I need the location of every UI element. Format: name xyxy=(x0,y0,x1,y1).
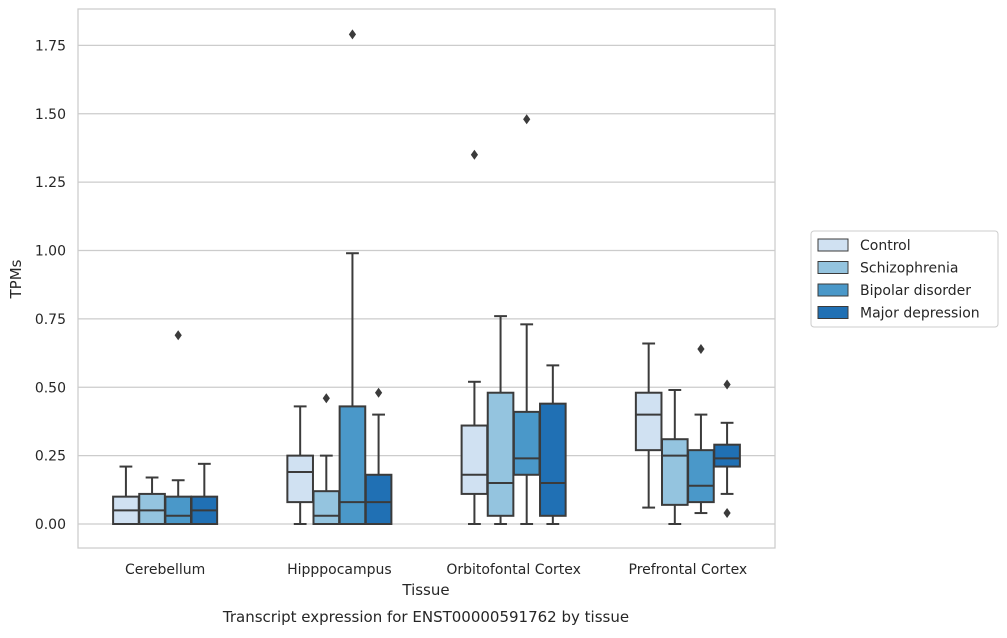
x-tick-label: Prefrontal Cortex xyxy=(629,562,748,578)
box-iqr xyxy=(687,449,715,504)
legend-swatch xyxy=(817,283,849,297)
box-iqr xyxy=(164,495,193,525)
y-tick-label: 1.50 xyxy=(35,107,66,123)
x-tick-label: Hipppocampus xyxy=(287,562,392,578)
outlier-marker xyxy=(174,330,182,341)
box-group xyxy=(112,330,219,526)
y-tick-label: 1.00 xyxy=(35,244,66,260)
plot-frame xyxy=(77,8,776,549)
x-axis-label: Tissue xyxy=(401,581,449,599)
y-tick-label: 1.25 xyxy=(35,175,66,191)
outlier-marker xyxy=(322,393,330,404)
y-axis-label: TPMs xyxy=(7,259,25,299)
box-iqr xyxy=(338,405,367,525)
outlier-marker xyxy=(374,387,383,398)
legend-label: Schizophrenia xyxy=(860,261,958,277)
box-iqr xyxy=(138,492,166,526)
legend-swatch xyxy=(817,238,849,252)
box-group xyxy=(460,114,567,525)
box-iqr xyxy=(660,438,689,506)
box-iqr xyxy=(713,443,741,468)
x-tick-label: Cerebellum xyxy=(125,562,205,578)
y-tick-label: 0.75 xyxy=(35,312,66,328)
box-groups xyxy=(112,29,741,526)
plot-area xyxy=(78,9,775,548)
box-group xyxy=(286,29,393,525)
box-iqr xyxy=(634,391,663,452)
legend-label: Control xyxy=(860,238,911,254)
outlier-marker xyxy=(523,114,531,125)
box-iqr xyxy=(539,402,567,517)
box-iqr xyxy=(286,454,314,504)
y-tick-labels: 0.00 0.25 0.50 0.75 1.00 1.25 1.50 1.75 xyxy=(35,38,66,533)
legend-frame xyxy=(810,230,999,328)
legend-label: Bipolar disorder xyxy=(860,283,971,299)
x-tick-label: Orbitofontal Cortex xyxy=(446,562,581,578)
outlier-marker xyxy=(348,29,357,40)
legend-swatch xyxy=(817,261,849,274)
legend-label: Major depression xyxy=(860,306,980,322)
box-iqr xyxy=(512,410,541,476)
outlier-marker xyxy=(697,343,705,354)
box-iqr xyxy=(312,490,341,525)
y-tick-label: 0.00 xyxy=(35,517,66,533)
box-iqr xyxy=(364,473,393,525)
outlier-marker xyxy=(723,508,731,519)
legend: Control Schizophrenia Bipolar disorder Majo… xyxy=(810,230,999,328)
y-tick-label: 0.25 xyxy=(35,449,66,465)
legend-swatch xyxy=(817,306,849,319)
box-iqr xyxy=(486,391,515,517)
outlier-marker xyxy=(470,149,479,160)
x-tick-labels: Cerebellum Hipppocampus Orbitofontal Corte… xyxy=(125,562,747,578)
outlier-marker xyxy=(723,379,731,390)
chart-caption: Transcript expression for ENST0000059176… xyxy=(222,608,629,626)
y-tick-label: 0.50 xyxy=(35,380,66,396)
box-iqr xyxy=(460,424,489,495)
box-group xyxy=(634,342,741,525)
y-tick-label: 1.75 xyxy=(35,38,66,54)
